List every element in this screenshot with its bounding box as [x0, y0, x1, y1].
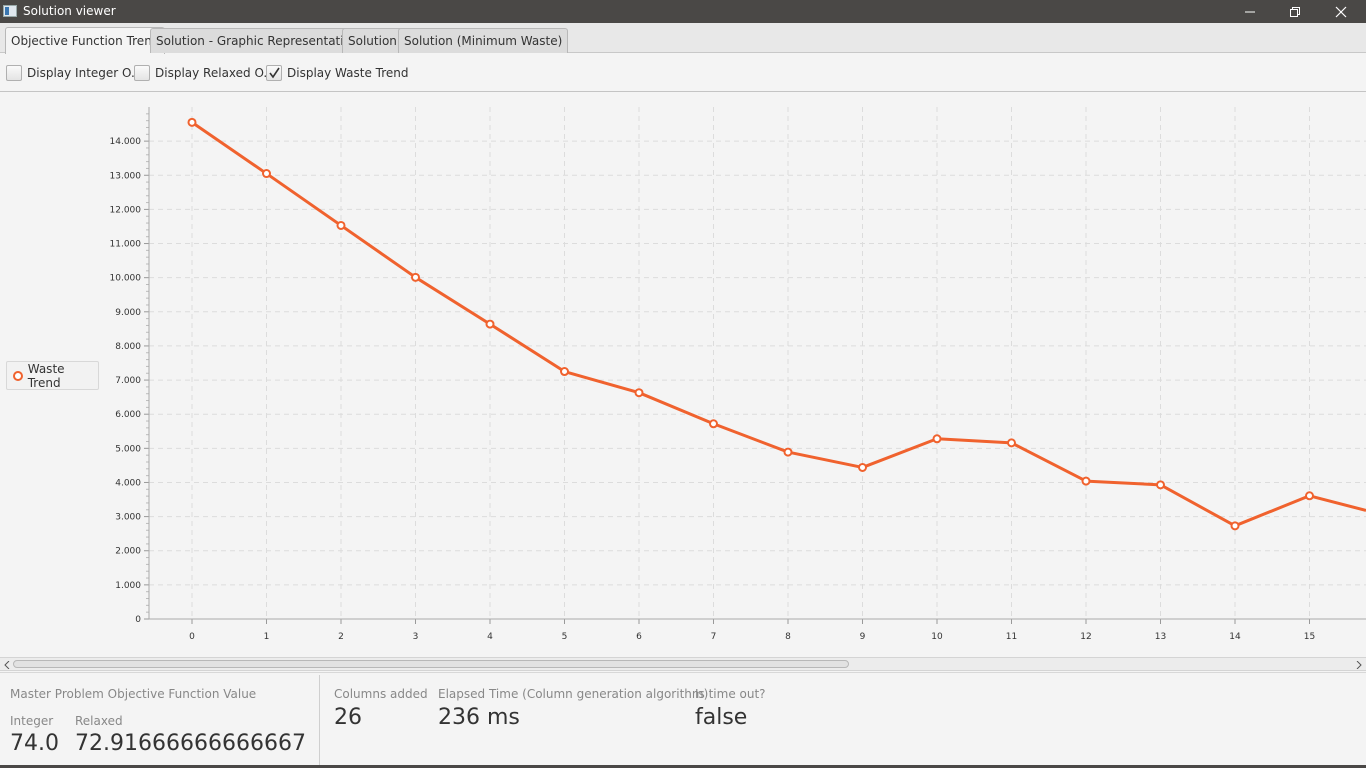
close-icon — [1335, 6, 1347, 17]
toolbar: Display Integer O.F. Display Relaxed O.F… — [0, 54, 1366, 92]
data-point — [262, 169, 271, 179]
data-point — [560, 367, 569, 377]
waste-trend-chart: 0 1.000 2.000 3.000 4.000 5.000 6.000 7.000 8.00… — [110, 107, 1366, 642]
elapsed-time-label: Elapsed Time (Column generation algorith… — [438, 687, 709, 701]
legend-label: Waste Trend — [27, 361, 65, 390]
y-tick-label: 10.000 — [110, 274, 142, 284]
y-tick-label: 9.000 — [115, 308, 141, 318]
x-tick-label: 15 — [1304, 632, 1315, 642]
display-waste-checkbox[interactable]: Display Waste Trend — [266, 64, 409, 82]
y-tick-label: 6.000 — [115, 410, 141, 420]
app-icon — [3, 5, 17, 17]
checkbox-box[interactable] — [266, 65, 282, 81]
data-point — [783, 447, 793, 457]
data-point — [1230, 521, 1240, 531]
columns-added-value: 26 — [334, 705, 362, 730]
x-tick-label: 0 — [189, 632, 195, 642]
minimize-icon — [1245, 11, 1255, 12]
x-tick-label: 6 — [636, 632, 642, 642]
data-point — [858, 462, 867, 472]
checkbox-box[interactable] — [6, 65, 22, 81]
restore-button[interactable] — [1272, 0, 1318, 23]
stats-panel: Master Problem Objective Function Value … — [0, 672, 1366, 768]
relaxed-label: Relaxed — [75, 714, 123, 728]
data-point — [187, 117, 197, 127]
y-tick-label: 1.000 — [115, 581, 141, 591]
relaxed-value: 72.91666666666667 — [75, 731, 306, 756]
data-point — [932, 434, 942, 444]
chart-area: 0 1.000 2.000 3.000 4.000 5.000 6.000 7.000 8.00… — [0, 93, 1366, 657]
integer-value: 74.0 — [10, 731, 59, 756]
y-tick-label: 0 — [135, 615, 141, 625]
data-point — [1081, 476, 1091, 486]
chevron-right-icon — [1356, 660, 1362, 669]
x-tick-label: 13 — [1155, 632, 1166, 642]
check-icon — [269, 67, 280, 79]
scroll-right-button[interactable] — [1353, 659, 1365, 670]
tab-bar: Objective Function Trend Solution - Grap… — [0, 23, 1366, 54]
elapsed-time-value: 236 ms — [438, 705, 520, 730]
horizontal-scrollbar[interactable] — [0, 657, 1366, 671]
x-tick-label: 7 — [711, 632, 717, 642]
checkbox-box[interactable] — [134, 65, 150, 81]
tab-solution[interactable]: Solution — [342, 28, 403, 53]
x-tick-label: 5 — [562, 632, 568, 642]
x-tick-label: 12 — [1080, 632, 1091, 642]
master-problem-title: Master Problem Objective Function Value — [10, 687, 257, 701]
tab-objective-function-trend[interactable]: Objective Function Trend — [5, 27, 166, 54]
restore-icon — [1290, 6, 1300, 17]
scroll-left-button[interactable] — [1, 659, 13, 670]
chevron-left-icon — [4, 660, 10, 669]
data-point — [634, 388, 644, 398]
x-tick-label: 11 — [1006, 632, 1017, 642]
display-integer-label: Display Integer O.F. — [27, 66, 144, 80]
x-tick-label: 8 — [785, 632, 791, 642]
y-tick-label: 14.000 — [110, 137, 142, 147]
title-bar: Solution viewer — [0, 0, 1366, 23]
data-point — [336, 220, 346, 230]
window-title: Solution viewer — [23, 4, 116, 18]
data-point — [1007, 438, 1016, 448]
integer-label: Integer — [10, 714, 54, 728]
y-tick-label: 5.000 — [115, 444, 141, 454]
legend-marker-icon — [13, 370, 23, 381]
x-tick-label: 4 — [487, 632, 493, 642]
minimize-button[interactable] — [1227, 0, 1273, 23]
x-tick-label: 3 — [413, 632, 419, 642]
data-point — [485, 319, 495, 329]
window-bottom-edge — [0, 765, 1366, 768]
data-point — [709, 419, 718, 429]
data-point — [1156, 480, 1165, 490]
tab-graphic-representation[interactable]: Solution - Graphic Representation — [150, 28, 365, 53]
display-integer-checkbox[interactable]: Display Integer O.F. — [6, 64, 144, 82]
close-button[interactable] — [1318, 0, 1364, 23]
columns-added-label: Columns added — [334, 687, 428, 701]
display-waste-label: Display Waste Trend — [287, 66, 409, 80]
data-point — [1305, 491, 1314, 501]
display-relaxed-checkbox[interactable]: Display Relaxed O.F. — [134, 64, 276, 82]
tab-minimum-waste[interactable]: Solution (Minimum Waste) — [398, 28, 569, 53]
x-tick-label: 14 — [1229, 632, 1241, 642]
y-tick-label: 13.000 — [110, 171, 142, 181]
y-tick-label: 7.000 — [115, 376, 141, 386]
x-tick-label: 2 — [338, 632, 344, 642]
scrollbar-thumb[interactable] — [13, 660, 849, 668]
y-tick-label: 4.000 — [115, 478, 141, 488]
y-tick-label: 12.000 — [110, 205, 142, 215]
y-tick-label: 2.000 — [115, 547, 141, 557]
chart-legend: Waste Trend — [6, 361, 99, 390]
data-point — [411, 272, 420, 282]
x-tick-label: 10 — [931, 632, 943, 642]
footer-divider — [319, 675, 320, 767]
y-tick-label: 3.000 — [115, 513, 141, 523]
x-tick-label: 1 — [264, 632, 270, 642]
y-tick-label: 8.000 — [115, 342, 141, 352]
series-line — [191, 121, 1366, 528]
timeout-value: false — [695, 705, 748, 730]
timeout-label: Is time out? — [695, 687, 766, 701]
y-tick-label: 11.000 — [110, 240, 142, 250]
display-relaxed-label: Display Relaxed O.F. — [155, 66, 277, 80]
x-tick-label: 9 — [860, 632, 866, 642]
